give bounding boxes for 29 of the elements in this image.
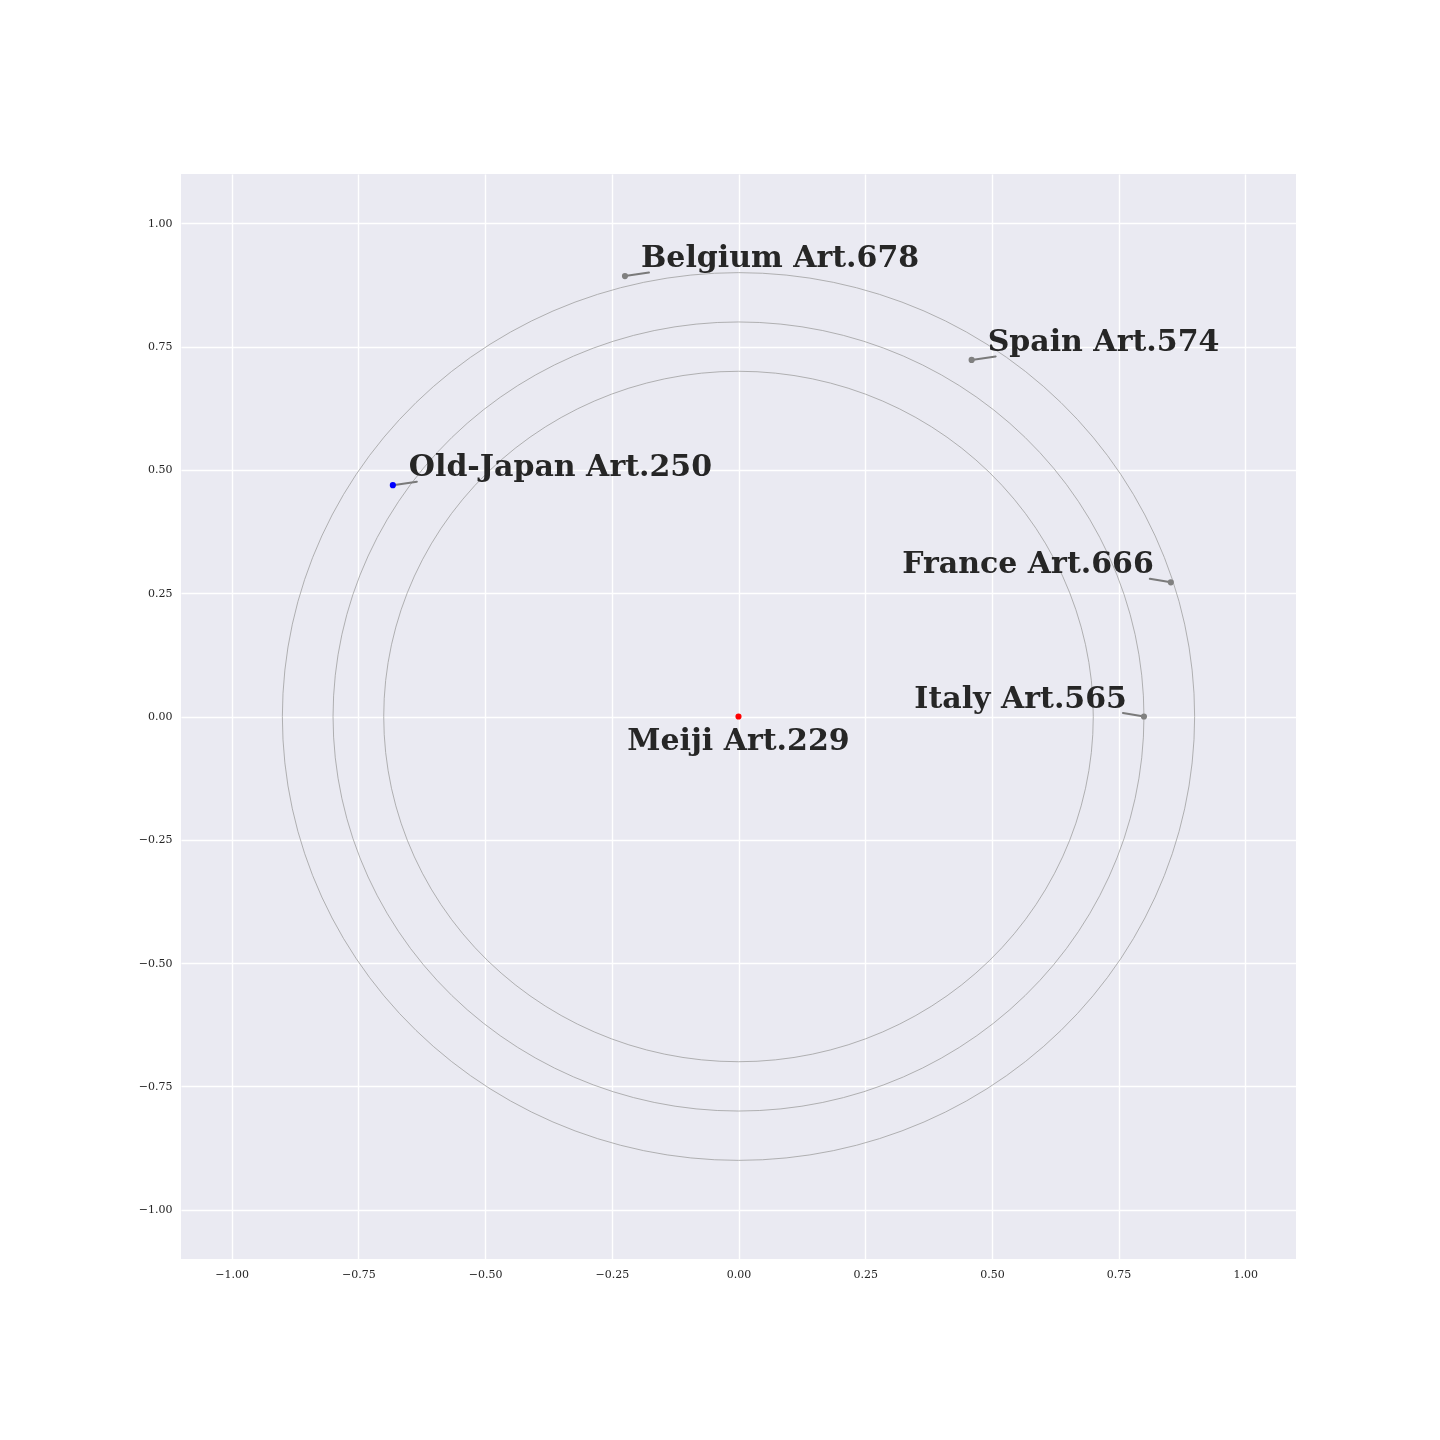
x-tick-label: 0.75 xyxy=(1106,1267,1132,1281)
point xyxy=(1167,579,1174,586)
annotation: Italy Art.565 xyxy=(914,679,1127,715)
y-tick-label: 1.00 xyxy=(148,216,173,230)
point xyxy=(1140,713,1148,720)
y-tick-label: 0.00 xyxy=(148,710,173,723)
point xyxy=(621,273,629,280)
point xyxy=(968,356,975,364)
annotation: France Art.666 xyxy=(902,545,1154,581)
annotation: Spain Art.574 xyxy=(987,322,1220,358)
x-tick-label: −1.00 xyxy=(215,1267,250,1281)
y-tick-label: 0.25 xyxy=(148,586,173,600)
y-tick-label: −1.00 xyxy=(138,1203,173,1217)
x-tick-label: −0.75 xyxy=(342,1267,376,1281)
x-tick-label: −0.50 xyxy=(468,1267,503,1281)
y-tick-label: −0.25 xyxy=(138,833,173,847)
y-tick-label: −0.75 xyxy=(138,1079,173,1093)
annotation: Old-Japan Art.250 xyxy=(408,448,713,484)
point xyxy=(389,482,396,489)
x-tick-label: 0.25 xyxy=(853,1267,878,1281)
x-tick-label: −0.25 xyxy=(595,1267,630,1281)
x-tick-label: 0.00 xyxy=(726,1267,752,1281)
y-tick-label: −0.50 xyxy=(138,956,173,970)
x-tick-label: 0.50 xyxy=(980,1267,1005,1281)
x-tick-label: 1.00 xyxy=(1233,1267,1259,1281)
annotation: Meiji Art.229 xyxy=(627,721,850,757)
y-tick-label: 0.75 xyxy=(148,340,173,354)
y-tick-label: 0.50 xyxy=(148,463,173,477)
annotation: Belgium Art.678 xyxy=(640,239,920,275)
